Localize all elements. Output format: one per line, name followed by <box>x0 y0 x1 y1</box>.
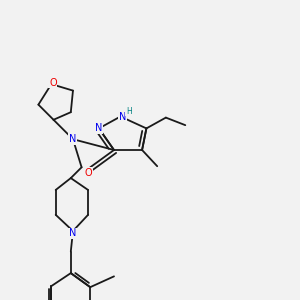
Text: N: N <box>69 228 76 239</box>
Text: N: N <box>69 134 76 144</box>
Text: O: O <box>49 78 57 88</box>
Text: O: O <box>85 168 93 178</box>
Text: H: H <box>126 106 132 116</box>
Text: N: N <box>119 112 127 122</box>
Text: N: N <box>95 123 103 134</box>
